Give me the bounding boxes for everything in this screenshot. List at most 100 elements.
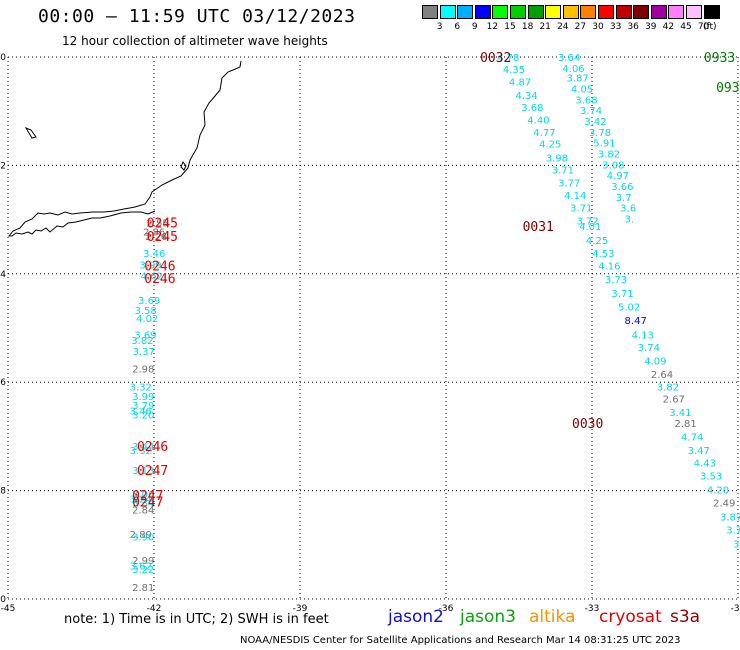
legend-swatch xyxy=(615,5,632,19)
swh-value: 3.47 xyxy=(688,446,710,457)
legend-unit: (ft) xyxy=(703,22,717,32)
legend-swatch xyxy=(650,5,667,19)
swh-value: 5.02 xyxy=(618,302,640,313)
lon-tick-label: -30 xyxy=(731,604,740,614)
lat-tick-label: -28 xyxy=(0,487,6,497)
swh-value: 4.25 xyxy=(586,236,608,247)
swh-value: 3.08 xyxy=(602,160,624,171)
lat-tick-label: -22 xyxy=(0,161,6,171)
legend-tick: 18 xyxy=(521,22,534,32)
lat-tick-label: -20 xyxy=(0,53,6,63)
legend-tick: 42 xyxy=(662,22,675,32)
legend-tick: 3 xyxy=(436,22,443,32)
time-label: 0032 xyxy=(480,51,511,66)
swh-value: 2.98 xyxy=(132,365,154,376)
footnote: note: 1) Time is in UTC; 2) SWH is in fe… xyxy=(64,612,329,627)
swh-value: 3.68 xyxy=(575,95,597,106)
legend-swatch xyxy=(492,5,509,19)
swh-value: 2.84 xyxy=(132,506,154,517)
legend-swatch xyxy=(598,5,614,19)
swh-value: 4.43 xyxy=(694,458,716,469)
swh-value: 2.89 xyxy=(130,530,152,541)
swh-value: 3.71 xyxy=(552,166,574,177)
swh-value: 3.82 xyxy=(131,336,153,347)
legend-swatch xyxy=(457,5,474,19)
swh-value: 3.99 xyxy=(139,261,161,272)
swh-value: 3.62 xyxy=(130,561,152,572)
legend-tick: 27 xyxy=(574,22,587,32)
swh-value: 2.49 xyxy=(713,499,735,510)
time-label: 093 xyxy=(716,81,739,96)
legend-tick: 33 xyxy=(609,22,622,32)
legend-swatch xyxy=(527,5,544,19)
time-label: 0245 xyxy=(147,216,178,231)
swh-value: 2.55 xyxy=(146,218,168,229)
page-subtitle: 12 hour collection of altimeter wave hei… xyxy=(62,34,328,48)
swh-value: 3.6 xyxy=(620,204,636,215)
legend-swatch xyxy=(439,5,456,19)
swh-value: 3.87 xyxy=(566,74,588,85)
swh-value: 3.66 xyxy=(611,182,633,193)
swh-value: 3.98 xyxy=(546,153,568,164)
swh-value: 4.09 xyxy=(644,357,666,368)
swh-value: 3.99 xyxy=(132,392,154,403)
swh-value: 3.79 xyxy=(132,401,154,412)
swh-value: 3.34 xyxy=(132,499,154,510)
swh-value: 4.16 xyxy=(598,262,620,273)
swh-value: 3.77 xyxy=(558,179,580,190)
swh-value: 4.34 xyxy=(515,91,537,102)
legend-tick: 15 xyxy=(504,22,516,32)
legend-swatch xyxy=(510,5,526,19)
swh-value: 3. xyxy=(625,215,635,226)
swh-value: 4.87 xyxy=(509,77,531,88)
swh-value: 4.97 xyxy=(607,171,629,182)
swh-value: 4.05 xyxy=(571,84,593,95)
swh-value: 2.81 xyxy=(132,583,154,594)
swh-value: 3.87 xyxy=(720,513,740,524)
lon-tick-label: -39 xyxy=(293,604,308,614)
swh-value: 3.69 xyxy=(138,296,160,307)
legend-swatch xyxy=(703,5,720,19)
swh-value: 3.82 xyxy=(657,383,679,394)
swh-value: 3.72 xyxy=(576,217,598,228)
swh-value: 3.73 xyxy=(605,275,627,286)
swh-value: 4.20 xyxy=(707,486,729,497)
swh-value: 4.02 xyxy=(136,314,158,325)
lon-tick-label: -36 xyxy=(439,604,454,614)
lon-tick-label: -33 xyxy=(585,604,600,614)
swh-value: 3.64 xyxy=(558,53,580,64)
swh-value: 3.32 xyxy=(130,446,152,457)
swh-value: 4.35 xyxy=(503,65,525,76)
swh-value: 3.69 xyxy=(134,331,156,342)
time-label: 0247 xyxy=(137,464,168,479)
lat-tick-label: -24 xyxy=(0,270,6,280)
swh-value: 4.78 xyxy=(497,53,519,64)
swh-value: 3.70 xyxy=(726,526,740,537)
satellite-cryosat: cryosat xyxy=(599,607,662,627)
time-label: 0247 xyxy=(132,495,163,510)
swh-value: 3.90 xyxy=(132,533,154,544)
lat-tick-label: -26 xyxy=(0,378,6,388)
legend-tick: 6 xyxy=(454,22,461,32)
swh-value: 4.25 xyxy=(539,140,561,151)
swh-value: 3.78 xyxy=(589,128,611,139)
legend-swatch xyxy=(580,5,597,19)
legend-tick: 30 xyxy=(592,22,604,32)
swh-value: 3.82 xyxy=(598,149,620,160)
satellite-tracks: 2.552.862.263.463.994.623.693.584.023.69… xyxy=(130,53,740,594)
page-title: 00:00 — 11:59 UTC 03/12/2023 xyxy=(38,6,356,27)
island-small xyxy=(24,126,37,139)
legend-swatch xyxy=(474,5,491,19)
credit-line: NOAA/NESDIS Center for Satellite Applica… xyxy=(240,635,681,646)
legend-swatch xyxy=(686,5,702,19)
swh-value: 2.26 xyxy=(145,232,167,243)
swh-value: 4.40 xyxy=(527,115,549,126)
swh-value: 3.44 xyxy=(132,442,154,453)
legend-swatch xyxy=(668,5,685,19)
swh-value: 4.53 xyxy=(592,249,614,260)
legend-tick: 45 xyxy=(680,22,692,32)
satellite-jason3: jason3 xyxy=(460,607,516,627)
legend-swatch xyxy=(545,5,562,19)
swh-value: 5.91 xyxy=(593,139,615,150)
